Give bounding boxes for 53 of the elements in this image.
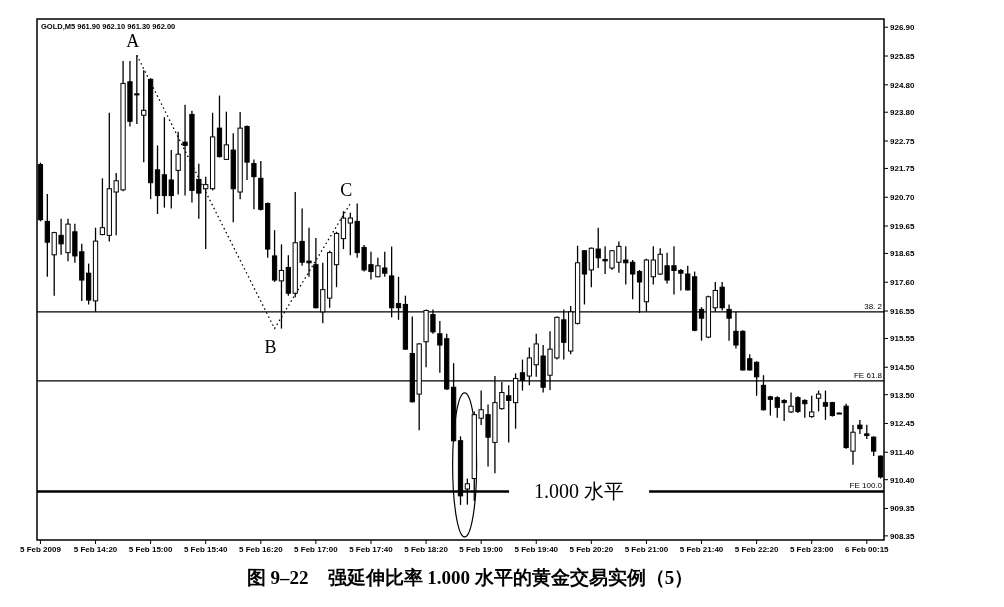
candlestick [175, 131, 181, 196]
data-label: A [126, 31, 140, 52]
x-tick-label: 5 Feb 20:20 [569, 545, 614, 554]
annotation: 1.000 水平 [534, 480, 625, 503]
ref-line-label: FE 100.0 [849, 481, 883, 491]
x-tick-label: 5 Feb 17:40 [349, 545, 394, 554]
y-tick-label: 908.35 [890, 531, 916, 541]
x-tick-label: 6 Feb 00:15 [845, 545, 890, 554]
y-tick-label: 916.55 [890, 307, 916, 317]
x-tick-label: 5 Feb 14:20 [73, 545, 118, 554]
y-tick-label: 915.55 [890, 334, 916, 344]
x-tick-label: 5 Feb 23:00 [789, 545, 835, 554]
y-tick-label: 919.65 [890, 222, 916, 232]
text: 图 9–22 强延伸比率 1.000 水平的黄金交易实例（5） [246, 567, 694, 588]
y-tick-label: 918.65 [890, 249, 916, 259]
y-tick-label: 917.60 [890, 278, 916, 288]
y-tick-label: 912.45 [890, 419, 916, 429]
y-tick-label: 924.80 [890, 80, 916, 90]
y-tick-label: 925.85 [890, 52, 916, 62]
y-tick-label: 911.40 [890, 448, 915, 458]
x-tick-label: 5 Feb 18:20 [404, 545, 449, 554]
candlestick [340, 210, 347, 250]
x-tick-label: 5 Feb 21:00 [624, 545, 669, 554]
x-tick-label: 5 Feb 16:20 [239, 545, 284, 554]
y-tick-label: 926.90 [890, 23, 916, 33]
x-tick-label: 5 Feb 15:40 [183, 545, 229, 554]
candlestick [251, 158, 257, 210]
x-tick-label: 5 Feb 17:00 [294, 545, 339, 554]
x-tick-label: 5 Feb 15:00 [128, 545, 173, 554]
annotation: 38. 2 [864, 301, 883, 311]
ref-line-label: FE 61.8 [853, 370, 883, 380]
candlestick [809, 395, 815, 419]
y-tick-label: 921.75 [890, 164, 916, 174]
candlestick [99, 177, 106, 236]
candlestick [815, 389, 822, 413]
candlestick [857, 419, 863, 435]
y-tick-label: 922.75 [890, 137, 916, 147]
candlestick [581, 249, 588, 306]
y-tick-label: 920.70 [890, 193, 916, 203]
data-label: B [264, 336, 277, 357]
y-tick-label: 923.80 [890, 108, 916, 118]
candlestick [822, 389, 829, 421]
candlestick [871, 435, 877, 457]
x-tick-label: 5 Feb 19:40 [514, 545, 559, 554]
data-label: C [340, 179, 353, 200]
y-tick-label: 913.50 [890, 390, 916, 400]
x-tick-label: 5 Feb 2009 [19, 545, 62, 554]
y-tick-label: 910.40 [890, 475, 916, 485]
x-tick-label: 5 Feb 22:20 [734, 545, 779, 554]
y-tick-label: 909.35 [890, 504, 916, 514]
y-tick-label: 914.50 [890, 363, 916, 373]
x-tick-label: 5 Feb 19:00 [459, 545, 504, 554]
x-tick-label: 5 Feb 21:40 [679, 545, 724, 554]
